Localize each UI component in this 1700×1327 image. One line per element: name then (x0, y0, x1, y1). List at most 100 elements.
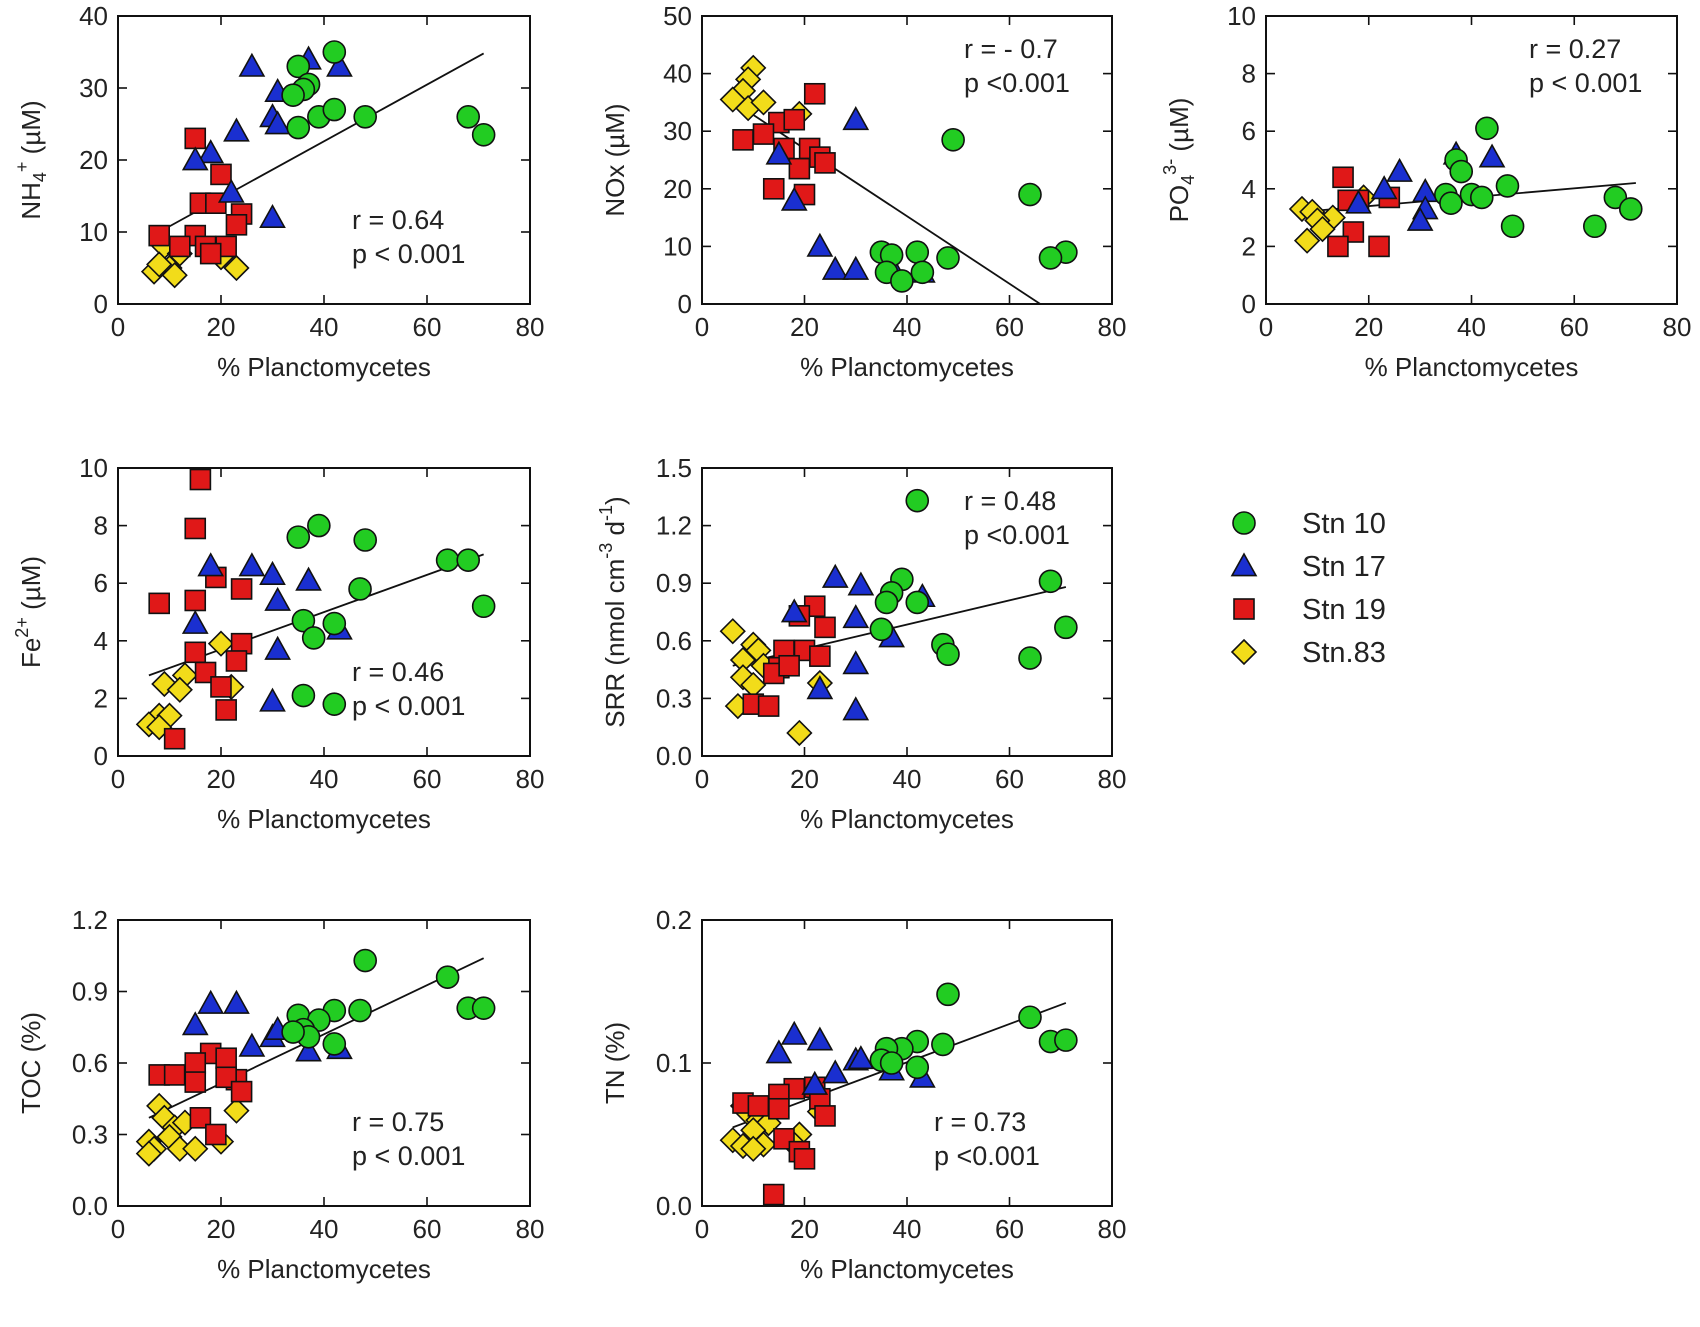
x-tick-label: 0 (1259, 312, 1273, 342)
data-point-stn10 (1038, 246, 1063, 270)
y-tick-label: 0.6 (656, 626, 692, 656)
stat-r: r = 0.27 (1529, 34, 1621, 64)
data-point-stn10 (471, 123, 496, 147)
x-tick-label: 0 (111, 764, 125, 794)
x-axis-title: % Planctomycetes (800, 352, 1014, 382)
data-point-stn17 (780, 186, 808, 211)
data-point-stn17 (1406, 206, 1434, 231)
y-axis-title: TN (%) (600, 1022, 630, 1104)
data-point-stn10 (435, 548, 460, 572)
data-point-stn17 (181, 146, 209, 171)
data-point-stn10 (281, 1020, 305, 1044)
y-axis-title: NH4+ (µM) (12, 100, 50, 219)
data-point-stn19 (814, 152, 836, 174)
stat-r: r = 0.64 (352, 205, 444, 235)
data-point-stn17 (295, 566, 322, 591)
data-point-stn17 (181, 609, 209, 634)
data-point-stn19 (778, 654, 800, 677)
y-axis-title: Fe2+ (µM) (12, 556, 46, 668)
y-tick-label: 0.9 (72, 977, 108, 1007)
y-axis-title: NOx (µM) (600, 103, 630, 216)
data-point-stn10 (286, 54, 311, 79)
data-point-stn19 (184, 589, 207, 612)
data-point-stn10 (286, 525, 311, 549)
data-point-stn10 (1495, 174, 1520, 198)
x-tick-label: 20 (790, 1214, 819, 1244)
square-icon (1233, 598, 1255, 620)
legend-item-stn19: Stn 19 (1233, 594, 1386, 626)
y-tick-label: 0 (1242, 289, 1256, 319)
legend-item-stn17: Stn 17 (1230, 551, 1386, 583)
y-axis-title-part: d (600, 521, 630, 543)
x-tick-label: 40 (1457, 312, 1486, 342)
data-point-stn10 (353, 528, 378, 552)
y-tick-label: 20 (663, 174, 692, 204)
x-axis-title: % Planctomycetes (800, 1254, 1014, 1284)
y-tick-label: 0.9 (656, 568, 692, 598)
data-point-stn10 (471, 594, 496, 619)
y-tick-label: 0.0 (72, 1191, 108, 1221)
data-point-stn17 (181, 1011, 209, 1036)
y-tick-label: 10 (79, 453, 108, 483)
y-tick-label: 2 (1242, 231, 1256, 261)
y-axis-title-part: (µM) (16, 556, 46, 617)
x-tick-label: 0 (695, 1214, 709, 1244)
stat-p: p <0.001 (934, 1141, 1040, 1171)
y-axis-title-part: ) (600, 496, 630, 505)
data-point-stn83 (740, 1135, 767, 1162)
y-tick-label: 0.1 (656, 1048, 692, 1078)
data-point-stn19 (788, 157, 811, 180)
stat-p: p < 0.001 (352, 239, 465, 269)
x-tick-label: 0 (695, 312, 709, 342)
y-axis-title-part: 3- (1160, 159, 1180, 175)
diamond-icon (1230, 638, 1258, 666)
data-point-stn19 (169, 235, 191, 258)
y-tick-label: 2 (94, 683, 108, 713)
y-axis-title-part: -3 (596, 543, 616, 559)
data-point-stn10 (936, 246, 960, 270)
y-axis-title-part: (µM) (1164, 98, 1194, 159)
x-tick-label: 20 (207, 312, 236, 342)
x-tick-label: 20 (790, 764, 819, 794)
chart-tn: 0 20 40 60 80 0.0 0.1 0.2 % Planctomycetes TN (%)… (600, 905, 1126, 1284)
y-axis-title-part: (µM) (16, 100, 46, 161)
data-point-stn10 (348, 577, 372, 601)
data-point-stn83 (223, 1097, 250, 1124)
data-point-stn17 (238, 1032, 266, 1057)
x-axis-title: % Planctomycetes (217, 352, 431, 382)
y-axis-title-part: NOx (600, 165, 630, 217)
data-point-stn19 (1368, 235, 1390, 258)
x-axis-title: % Planctomycetes (217, 1254, 431, 1284)
x-tick-label: 80 (516, 764, 545, 794)
data-point-stn10 (1018, 182, 1042, 207)
data-point-stn17 (842, 255, 870, 280)
data-point-stn10 (348, 998, 372, 1023)
data-point-stn10 (322, 611, 347, 636)
data-point-stn17 (223, 117, 250, 142)
data-point-stn10 (353, 105, 378, 129)
x-tick-label: 80 (1098, 1214, 1127, 1244)
data-point-stn19 (814, 1105, 836, 1127)
x-tick-label: 60 (995, 764, 1024, 794)
data-point-stn83 (1309, 215, 1336, 243)
data-point-stn17 (223, 989, 250, 1014)
data-point-stn17 (842, 604, 870, 629)
y-axis-title-part: Fe (16, 638, 46, 668)
data-point-stn19 (732, 129, 754, 151)
x-tick-label: 0 (695, 764, 709, 794)
data-point-stn83 (719, 618, 746, 645)
data-point-stn10 (291, 683, 316, 708)
data-point-stn83 (146, 251, 173, 278)
y-axis-title: SRR (nmol cm-3 d-1) (596, 496, 630, 727)
data-point-stn19 (752, 123, 775, 145)
data-point-stn19 (215, 1047, 237, 1070)
data-point-stn17 (264, 586, 292, 611)
data-point-stn10 (322, 1032, 347, 1056)
data-point-stn10 (1439, 191, 1463, 215)
data-point-stn10 (1469, 185, 1494, 210)
data-point-stn19 (762, 178, 785, 200)
stat-p: p < 0.001 (352, 691, 465, 721)
y-tick-label: 40 (79, 1, 108, 31)
y-tick-label: 0 (94, 741, 108, 771)
data-point-stn10 (281, 83, 305, 107)
